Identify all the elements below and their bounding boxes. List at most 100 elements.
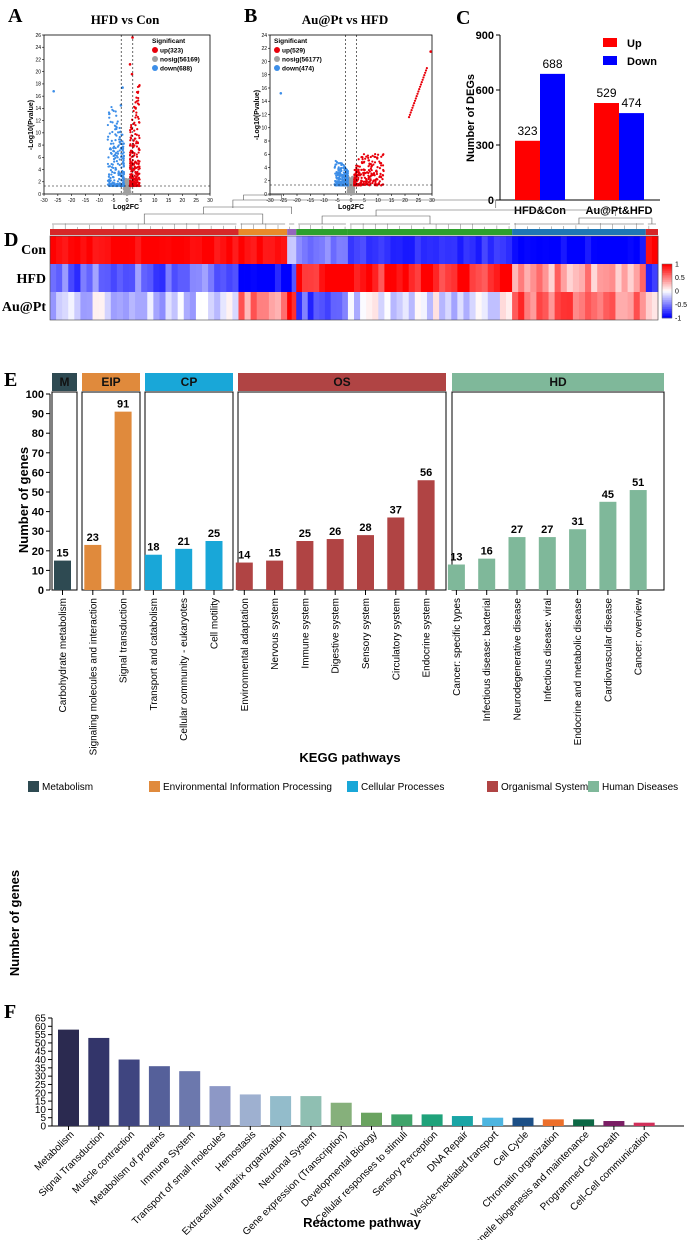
kegg-value-label: 28 [359, 522, 371, 534]
heatmap-cell [481, 264, 489, 292]
heatmap-cell [287, 292, 293, 320]
x-tick-label: 0 [126, 198, 129, 204]
up-point [381, 174, 385, 177]
nosig-point [353, 192, 356, 196]
heatmap-cell [469, 264, 476, 292]
heatmap-cell [296, 236, 303, 264]
down-point [116, 131, 120, 134]
down-point [108, 165, 111, 168]
heatmap-row-hfd: HFD [16, 272, 46, 287]
up-point [369, 179, 372, 182]
up-point [369, 163, 373, 166]
heatmap-cell [147, 292, 154, 320]
down-point [118, 182, 121, 185]
volcano-a-legend-down-dot [152, 65, 158, 71]
up-point [371, 181, 374, 185]
heatmap-cell [420, 236, 428, 264]
heatmap-cell [512, 292, 519, 320]
heatmap-cell [414, 236, 422, 264]
deg-ylabel: Number of DEGs [465, 74, 477, 162]
down-point [114, 128, 117, 131]
up-point [135, 145, 139, 148]
heatmap-cell [542, 292, 549, 320]
up-point [357, 178, 360, 181]
deg-category-label: HFD&Con [514, 205, 566, 217]
kegg-legend-swatch [347, 781, 358, 792]
up-point [135, 153, 138, 156]
heatmap-cell [330, 236, 337, 264]
up-point [131, 36, 134, 39]
heatmap-cell [250, 236, 258, 264]
kegg-legend-label: Human Diseases [602, 782, 678, 793]
up-point [375, 183, 378, 187]
heatmap-cell [384, 264, 391, 292]
up-point [129, 143, 132, 146]
down-point [111, 130, 114, 134]
up-point [133, 184, 136, 187]
up-point [358, 165, 361, 168]
up-point [367, 181, 370, 184]
heatmap-cell [232, 236, 239, 264]
heatmap-cell [287, 264, 293, 292]
heatmap-cell [307, 236, 314, 264]
volcano-a-ticks: -30 -25 -20 -15 -10 -5 0 5 10 15 20 25 3002468101214… [35, 33, 213, 204]
heatmap-cell [390, 236, 397, 264]
down-point [344, 184, 347, 187]
down-point [118, 178, 121, 181]
kegg-category-label: Cancer: overview [634, 597, 645, 675]
heatmap-cell [378, 292, 385, 320]
down-point [122, 157, 125, 160]
heatmap-cell [426, 236, 434, 264]
volcano-b-ticks: -30 -25 -20 -15 -10 -5 0 5 10 15 20 25 3002468101214… [261, 33, 435, 204]
down-point [122, 147, 125, 150]
up-point [424, 69, 428, 72]
heatmap-cell [56, 236, 63, 264]
heatmap-cell [621, 264, 628, 292]
y-tick-label: 20 [35, 69, 41, 75]
nosig-point [126, 190, 130, 193]
kegg-value-label: 25 [299, 528, 311, 540]
heatmap-cell [645, 236, 653, 264]
up-point [374, 178, 377, 181]
y-tick-label: 30 [35, 1072, 47, 1083]
down-point [122, 142, 125, 145]
heatmap-cell [171, 264, 179, 292]
deg-value-label: 323 [517, 124, 537, 138]
colorbar-step [662, 310, 672, 313]
heatmap-cell [651, 236, 659, 264]
up-point [135, 162, 138, 165]
heatmap-cell [354, 292, 361, 320]
x-tick-label: -20 [293, 198, 300, 204]
kegg-group-frame [51, 391, 78, 591]
up-point [138, 184, 141, 188]
down-point [108, 116, 111, 119]
cluster-segment [238, 229, 288, 235]
up-point [135, 96, 138, 99]
heatmap-cell [238, 292, 245, 320]
up-point [362, 168, 365, 171]
up-point [380, 155, 383, 158]
heatmap-cell [493, 264, 501, 292]
heatmap-cell [499, 236, 507, 264]
heatmap-cell [578, 264, 586, 292]
deg-bar [619, 113, 644, 200]
up-point [381, 164, 385, 167]
y-tick-label: 10 [35, 1105, 47, 1116]
kegg-value-label: 51 [632, 477, 644, 489]
heatmap-cell [153, 264, 160, 292]
down-point [115, 126, 118, 129]
heatmap-cell [62, 264, 69, 292]
heatmap-cell [366, 236, 373, 264]
down-point [122, 164, 125, 167]
down-point [115, 134, 118, 137]
heatmap-cell [585, 236, 592, 264]
volcano-a-ylabel: -Log10(Pvalue) [28, 100, 35, 150]
heatmap-cell [86, 292, 93, 320]
y-tick-label: 24 [35, 45, 41, 51]
heatmap-cell [445, 292, 452, 320]
heatmap-cell [324, 264, 332, 292]
heatmap-cell [591, 264, 598, 292]
heatmap-row-aupt: Au@Pt [2, 300, 46, 315]
down-point [122, 180, 125, 184]
heatmap-cell [313, 236, 320, 264]
